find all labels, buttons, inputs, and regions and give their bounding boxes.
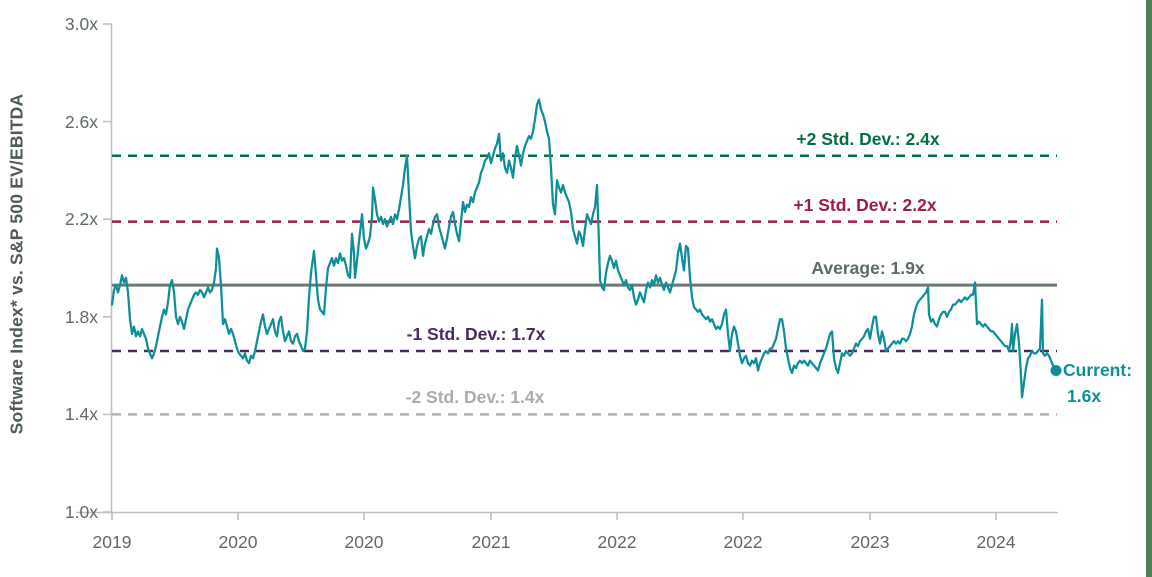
x-tick-label-0: 2019 (92, 532, 132, 552)
x-tick-label-1: 2020 (218, 532, 258, 552)
y-tick-label-2: 2.2x (64, 209, 98, 230)
y-axis-title: Software Index* vs. S&P 500 EV/EBITDA (6, 93, 27, 435)
ref-label-plus2-std-dev: +2 Std. Dev.: 2.4x (796, 128, 940, 149)
x-tick-label-7: 2024 (976, 532, 1016, 552)
y-tick-label-1: 2.6x (64, 111, 98, 132)
current-value-label: Current: 1.6x (1063, 357, 1152, 409)
x-tick-label-5: 2022 (723, 532, 763, 552)
ref-label-minus2-std-dev: -2 Std. Dev.: 1.4x (405, 387, 545, 408)
y-tick-label-3: 1.8x (64, 306, 98, 327)
y-tick-label-0: 3.0x (64, 14, 98, 34)
x-tick-label-6: 2023 (850, 532, 890, 552)
x-tick-label-2: 2020 (344, 532, 384, 552)
current-value-text: 1.6x (1067, 386, 1102, 407)
x-tick-label-3: 2021 (471, 532, 511, 552)
current-label-text: Current: (1063, 360, 1133, 381)
ref-label-plus1-std-dev: +1 Std. Dev.: 2.2x (793, 194, 937, 215)
ref-label-average: Average: 1.9x (811, 258, 925, 279)
series-line (110, 98, 1057, 399)
ref-label-minus1-std-dev: -1 Std. Dev.: 1.7x (406, 323, 546, 344)
page-right-border (1146, 0, 1152, 577)
current-point-dot (1050, 364, 1062, 376)
y-tick-label-5: 1.0x (64, 502, 98, 522)
x-tick-label-4: 2022 (597, 532, 637, 552)
y-tick-label-4: 1.4x (64, 404, 98, 425)
